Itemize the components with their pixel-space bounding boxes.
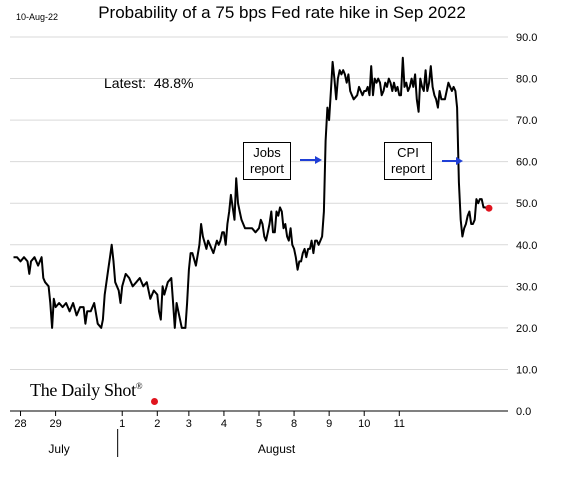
y-tick-label: 50.0 xyxy=(516,198,537,210)
latest-label: Latest: xyxy=(104,75,147,91)
date-stamp: 10-Aug-22 xyxy=(16,12,59,22)
x-tick-label: 1 xyxy=(119,418,125,430)
x-tick-label: 8 xyxy=(291,418,297,430)
logo-mark: ® xyxy=(135,381,143,391)
arrows xyxy=(300,156,463,165)
y-tick-label: 40.0 xyxy=(516,240,537,252)
y-tick-label: 10.0 xyxy=(516,364,537,376)
last-point-marker xyxy=(485,204,493,212)
y-tick-label: 0.0 xyxy=(516,406,531,418)
x-tick-label: 10 xyxy=(358,418,370,430)
latest-value: 48.8% xyxy=(153,75,194,91)
logo-dot xyxy=(151,398,158,405)
latest-annotation: Latest: 48.8% xyxy=(104,75,194,91)
logo-text: The Daily Shot xyxy=(30,380,136,400)
x-tick-label: 5 xyxy=(256,418,262,430)
x-tick-label: 3 xyxy=(186,418,192,430)
x-tick-label: 11 xyxy=(394,418,405,430)
x-tick-label: 9 xyxy=(326,418,332,430)
cpi-report-line1: CPI xyxy=(397,145,419,160)
jobs-report-line1: Jobs xyxy=(253,145,281,160)
y-tick-label: 60.0 xyxy=(516,157,537,169)
x-tick-label: 2 xyxy=(154,418,160,430)
cpi-report-box: CPI report xyxy=(384,142,432,180)
chart-title: Probability of a 75 bps Fed rate hike in… xyxy=(98,3,466,22)
x-tick-label: 29 xyxy=(49,418,61,430)
cpi-report-line2: report xyxy=(391,161,425,176)
month-label: July xyxy=(48,442,69,456)
x-tick-label: 4 xyxy=(221,418,227,430)
x-tick-label: 28 xyxy=(14,418,26,430)
y-tick-label: 80.0 xyxy=(516,74,537,86)
jobs-report-line2: report xyxy=(250,161,284,176)
jobs-report-box: Jobs report xyxy=(243,142,291,180)
y-tick-label: 20.0 xyxy=(516,323,537,335)
series-layer xyxy=(13,56,493,329)
month-label: August xyxy=(258,442,296,456)
y-tick-label: 70.0 xyxy=(516,115,537,127)
y-tick-label: 90.0 xyxy=(516,32,537,44)
axes: 0.0 10.0 20.0 30.0 40.0 50.0 60.0 70.0 80.0 90.0 2… xyxy=(10,32,537,457)
jobs-arrow-head xyxy=(315,156,322,164)
series-line xyxy=(13,56,488,329)
daily-shot-logo: The Daily Shot® xyxy=(30,380,143,401)
cpi-arrow-head xyxy=(456,157,463,165)
y-tick-label: 30.0 xyxy=(516,281,537,293)
